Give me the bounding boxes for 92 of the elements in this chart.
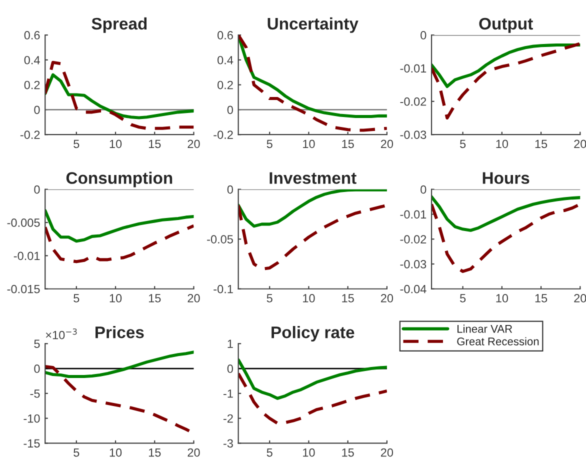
x-tick-label: 10 xyxy=(110,294,122,302)
line-series xyxy=(432,42,580,120)
x-tick-label: 10 xyxy=(110,448,122,457)
x-tick-label: 15 xyxy=(342,294,354,302)
x-tick-label: 20 xyxy=(380,294,394,302)
x-tick-label: 20 xyxy=(380,448,394,457)
x-tick-label: 5 xyxy=(74,294,80,302)
y-tick-label: 0 xyxy=(227,106,233,114)
y-tick-label: 5 xyxy=(34,340,40,348)
x-tick-label: 5 xyxy=(266,294,272,302)
y-tick-label: 0 xyxy=(34,185,40,194)
y-tick-label: 0.6 xyxy=(24,31,40,40)
chart-title: Prices xyxy=(96,326,144,338)
line-series xyxy=(45,73,194,120)
y-tick-label: 0.6 xyxy=(218,31,233,40)
line-series xyxy=(45,224,194,264)
y-tick-label: -0.02 xyxy=(400,97,426,106)
x-tick-label: 5 xyxy=(74,140,80,148)
y-tick-label: 0 xyxy=(420,31,426,40)
chart-title: Investment xyxy=(270,172,356,184)
line-series xyxy=(45,350,194,378)
line-series xyxy=(238,189,387,228)
x-tick-label: 15 xyxy=(148,294,161,302)
y-tick-label: -0.005 xyxy=(7,218,40,227)
y-tick-label: 0.4 xyxy=(218,56,234,64)
y-tick-label: 0.4 xyxy=(24,56,40,64)
y-tick-label: -0.02 xyxy=(400,235,426,244)
x-tick-label: 15 xyxy=(535,140,548,148)
x-tick-label: 5 xyxy=(266,448,272,457)
chart-title: Policy rate xyxy=(272,326,354,342)
x-tick-label: 15 xyxy=(148,448,161,457)
x-tick-label: 10 xyxy=(303,448,315,457)
y-tick-label: -0.03 xyxy=(400,130,426,139)
chart-title: Output xyxy=(479,18,533,33)
x-tick-label: 10 xyxy=(110,140,122,148)
line-series xyxy=(432,202,580,273)
y-tick-label: 0.2 xyxy=(218,80,233,90)
y-tick-label: -0.03 xyxy=(400,260,426,268)
y-tick-label: 1 xyxy=(228,340,233,348)
x-tick-label: 20 xyxy=(574,140,586,148)
chart-title: Consumption xyxy=(66,172,172,188)
x-tick-label: 5 xyxy=(460,294,466,302)
line-series xyxy=(45,209,194,243)
line-series xyxy=(238,358,387,400)
y-tick-label: -2 xyxy=(223,414,233,423)
x-tick-label: 15 xyxy=(535,294,548,302)
y-tick-label: -15 xyxy=(24,439,40,448)
x-tick-label: 15 xyxy=(342,448,354,457)
x-tick-label: 15 xyxy=(148,140,161,148)
y-tick-label: -0.04 xyxy=(400,284,426,294)
x-tick-label: 20 xyxy=(380,140,394,148)
chart-title: Hours xyxy=(482,172,530,184)
y-tick-label: 0 xyxy=(34,364,40,373)
y-tick-label: -0.2 xyxy=(214,130,233,139)
y-tick-label: -0.05 xyxy=(207,235,233,244)
line-series xyxy=(432,195,580,232)
x-tick-label: 10 xyxy=(303,140,315,148)
y-tick-label: 0 xyxy=(227,185,233,194)
y-tick-label: -0.01 xyxy=(14,252,40,260)
x-tick-label: 15 xyxy=(342,140,354,148)
y-tick-label: 0 xyxy=(34,106,40,114)
x-tick-label: 10 xyxy=(303,294,315,302)
y-tick-label: -10 xyxy=(24,414,40,423)
line-series xyxy=(432,43,580,88)
y-tick-label: -3 xyxy=(223,439,233,448)
y-tick-label: -0.2 xyxy=(20,130,40,139)
x-tick-label: 5 xyxy=(460,140,466,148)
y-tick-label: -0.1 xyxy=(214,284,233,294)
y-tick-label: -0.01 xyxy=(400,64,426,73)
legend-label: Linear VAR xyxy=(458,324,512,333)
x-tick-label: 20 xyxy=(574,294,586,302)
x-tick-label: 10 xyxy=(496,294,508,302)
y-tick-label: 0 xyxy=(420,185,426,194)
line-series xyxy=(238,204,387,270)
y-tick-label: -0.01 xyxy=(400,210,426,219)
chart-title: Spread xyxy=(92,17,147,33)
x-tick-label: 5 xyxy=(74,448,80,457)
y-tick-label: -5 xyxy=(30,390,40,398)
line-series xyxy=(45,60,194,130)
text: ×10$^{−3}$ xyxy=(46,328,77,340)
x-tick-label: 20 xyxy=(188,294,200,302)
x-tick-label: 10 xyxy=(496,140,508,148)
legend-label: Great Recession xyxy=(457,337,539,346)
y-tick-label: 0 xyxy=(227,364,233,373)
x-tick-label: 20 xyxy=(188,140,200,148)
x-tick-label: 5 xyxy=(266,140,272,148)
y-tick-label: -1 xyxy=(223,390,233,398)
line-series xyxy=(238,372,387,425)
y-tick-label: -0.015 xyxy=(7,284,40,294)
y-tick-label: 0.2 xyxy=(24,80,40,90)
x-tick-label: 20 xyxy=(188,448,200,457)
chart-title: Uncertainty xyxy=(268,17,358,33)
